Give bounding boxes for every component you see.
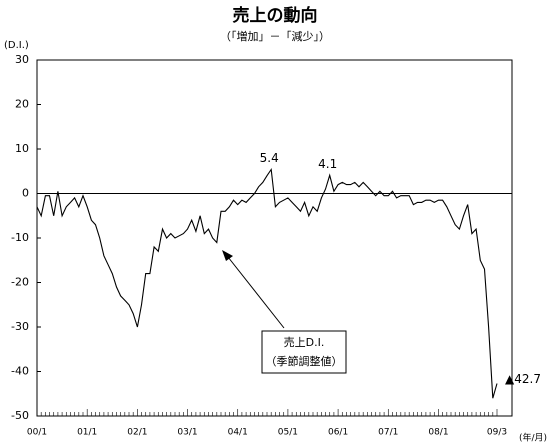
y-tick-label: -40 bbox=[11, 365, 29, 378]
y-axis-label: (D.I.) bbox=[4, 40, 29, 51]
y-tick-label: -50 bbox=[11, 409, 29, 422]
x-tick-label: 06/1 bbox=[328, 428, 348, 438]
x-tick-label: 07/1 bbox=[378, 428, 398, 438]
y-tick-label: -20 bbox=[11, 276, 29, 289]
x-tick-label: 00/1 bbox=[27, 428, 47, 438]
arrow-head bbox=[222, 250, 233, 261]
y-tick-label: 30 bbox=[15, 53, 29, 66]
x-tick-label: 04/1 bbox=[228, 428, 248, 438]
chart-title: 売上の動向 bbox=[233, 5, 318, 26]
x-tick-label: 08/1 bbox=[428, 428, 448, 438]
y-tick-label: 20 bbox=[15, 98, 29, 111]
y-tick-label: 0 bbox=[22, 187, 29, 200]
annotation-box bbox=[261, 330, 347, 374]
data-label: 5.4 bbox=[260, 151, 279, 165]
chart-subtitle: （「増加」－「減少」） bbox=[220, 29, 330, 43]
annotation: 売上D.I. bbox=[284, 336, 325, 349]
x-tick-label: 05/1 bbox=[278, 428, 298, 438]
x-tick-label: 09/3 bbox=[487, 428, 507, 438]
y-tick-label: -10 bbox=[11, 231, 29, 244]
data-label: 4.1 bbox=[318, 157, 337, 171]
x-tick-label: 02/1 bbox=[127, 428, 147, 438]
annotation-arrow bbox=[227, 256, 285, 329]
x-tick-label: 01/1 bbox=[77, 428, 97, 438]
x-axis-label: (年/月) bbox=[519, 432, 547, 444]
data-label: ▲42.7 bbox=[505, 372, 541, 386]
y-tick-label: -30 bbox=[11, 320, 29, 333]
annotation: （季節調整値） bbox=[266, 354, 343, 368]
y-tick-label: 10 bbox=[15, 142, 29, 155]
x-tick-label: 03/1 bbox=[177, 428, 197, 438]
data-line bbox=[36, 167, 498, 399]
